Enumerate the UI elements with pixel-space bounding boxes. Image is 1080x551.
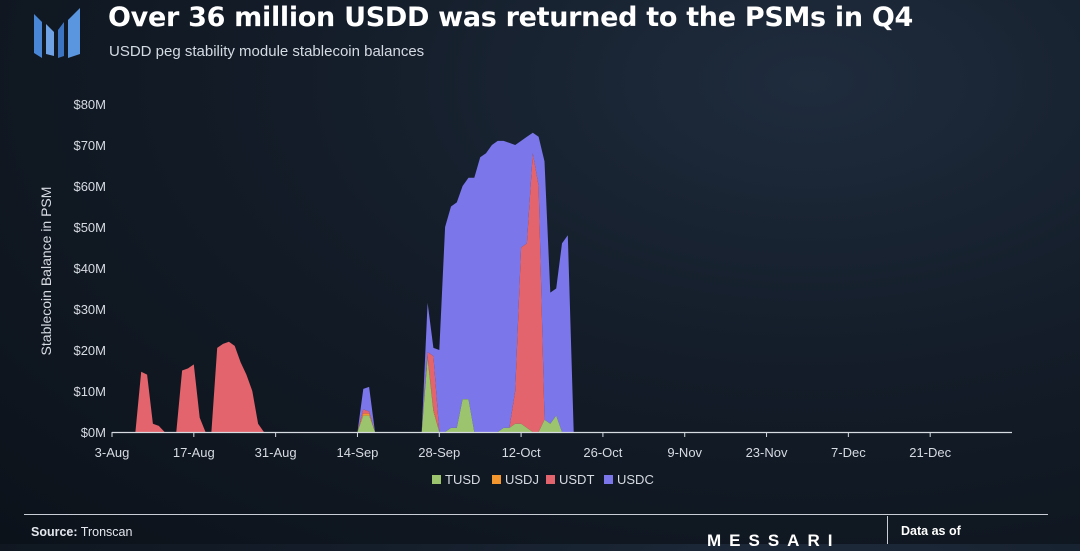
legend-item-usdc: USDC	[604, 472, 654, 487]
x-tick-label: 9-Nov	[667, 445, 702, 460]
messari-logo-icon	[34, 8, 80, 58]
x-tick-label: 26-Oct	[583, 445, 622, 460]
y-tick-label: $50M	[73, 220, 106, 235]
y-tick-label: $20M	[73, 343, 106, 358]
footer-rule	[24, 514, 1048, 515]
chart-subtitle: USDD peg stability module stablecoin bal…	[109, 43, 425, 60]
legend-label: TUSD	[445, 472, 480, 487]
chart-areas	[112, 132, 1012, 432]
series-area-usdc	[112, 132, 1012, 432]
legend-swatch	[492, 475, 501, 484]
y-tick-label: $80M	[73, 97, 106, 112]
chart: $0M $10M $20M $30M $40M $50M $60M $70M $80M 3-Aug…	[38, 97, 1012, 487]
y-tick-label: $0M	[81, 425, 106, 440]
legend-item-tusd: TUSD	[432, 472, 480, 487]
legend-label: USDJ	[505, 472, 539, 487]
legend-label: USDC	[617, 472, 654, 487]
y-tick-label: $30M	[73, 302, 106, 317]
y-tick-label: $60M	[73, 179, 106, 194]
x-tick-label: 12-Oct	[502, 445, 541, 460]
x-tick-label: 14-Sep	[336, 445, 378, 460]
legend-swatch	[604, 475, 613, 484]
source-note: Source: Tronscan	[31, 525, 132, 539]
x-tick-label: 28-Sep	[418, 445, 460, 460]
legend-item-usdj: USDJ	[492, 472, 539, 487]
brand-wordmark: MESSARI	[707, 531, 841, 550]
legend-item-usdt: USDT	[546, 472, 594, 487]
y-axis-label: Stablecoin Balance in PSM	[38, 187, 54, 356]
x-tick-label: 7-Dec	[831, 445, 866, 460]
y-tick-label: $10M	[73, 384, 106, 399]
x-tick-label: 23-Nov	[746, 445, 788, 460]
legend-swatch	[546, 475, 555, 484]
y-tick-label: $70M	[73, 138, 106, 153]
y-tick-label: $40M	[73, 261, 106, 276]
legend-label: USDT	[559, 472, 594, 487]
source-label: Source:	[31, 525, 78, 539]
x-tick-label: 21-Dec	[909, 445, 951, 460]
legend-swatch	[432, 475, 441, 484]
footer-divider	[887, 516, 888, 544]
x-tick-label: 3-Aug	[95, 445, 130, 460]
chart-legend: TUSD USDJ USDT USDC	[432, 472, 654, 487]
x-tick-label: 17-Aug	[173, 445, 215, 460]
data-as-of-label: Data as of	[901, 524, 961, 538]
chart-title: Over 36 million USDD was returned to the…	[108, 2, 914, 33]
source-value: Tronscan	[80, 525, 133, 539]
chart-axes: $0M $10M $20M $30M $40M $50M $60M $70M $80M 3-Aug…	[38, 97, 1012, 460]
x-tick-label: 31-Aug	[255, 445, 297, 460]
